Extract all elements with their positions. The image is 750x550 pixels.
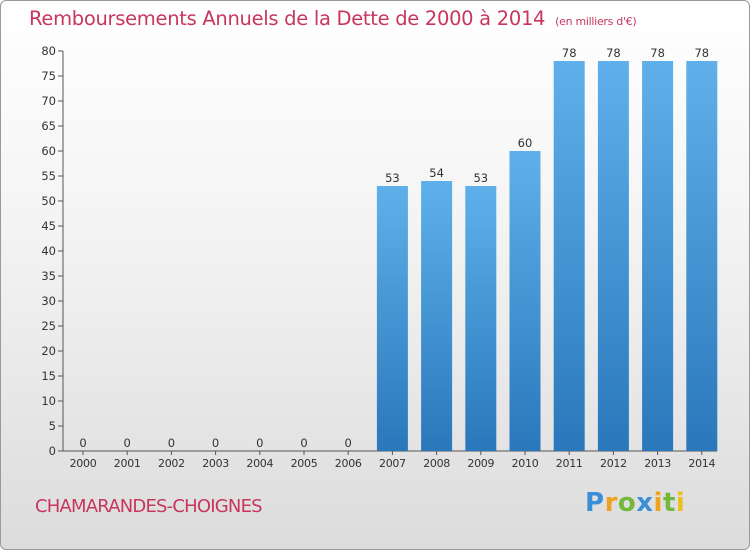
bar-value-label: 54 xyxy=(429,166,444,180)
commune-name: CHAMARANDES-CHOIGNES xyxy=(35,496,263,517)
y-tick-label: 40 xyxy=(41,244,56,258)
logo-letter-p: P xyxy=(585,488,605,518)
y-tick-label: 35 xyxy=(41,269,56,283)
bar xyxy=(421,181,453,451)
y-tick-label: 10 xyxy=(41,394,56,408)
x-tick-label: 2014 xyxy=(688,457,715,470)
chart-bars xyxy=(376,61,718,451)
y-tick-label: 60 xyxy=(41,144,56,158)
proxiti-logo[interactable]: Proxiti xyxy=(585,488,685,518)
logo-letter-o: o xyxy=(617,488,637,518)
bar-value-label: 0 xyxy=(300,436,307,450)
y-tick-label: 65 xyxy=(41,119,56,133)
bar xyxy=(642,61,674,451)
bar-value-label: 0 xyxy=(256,436,263,450)
chart-title-text: Remboursements Annuels de la Dette de 20… xyxy=(29,7,546,30)
chart-subtitle: (en milliers d'€) xyxy=(555,15,637,28)
y-tick-label: 55 xyxy=(41,169,56,183)
bar-value-label: 53 xyxy=(473,171,488,185)
bar-value-label: 0 xyxy=(168,436,175,450)
bar-value-label: 0 xyxy=(345,436,352,450)
logo-letter-r: r xyxy=(604,488,618,518)
bar-value-label: 78 xyxy=(694,46,709,60)
x-tick-label: 2012 xyxy=(600,457,627,470)
x-tick-label: 2011 xyxy=(556,457,583,470)
x-tick-label: 2010 xyxy=(512,457,539,470)
bar-value-label: 78 xyxy=(606,46,621,60)
y-tick-label: 80 xyxy=(41,44,56,58)
logo-letter-i: i xyxy=(653,488,663,518)
x-tick-label: 2003 xyxy=(202,457,229,470)
y-tick-label: 15 xyxy=(41,369,56,383)
x-tick-label: 2002 xyxy=(158,457,185,470)
y-tick-label: 30 xyxy=(41,294,56,308)
bar xyxy=(553,61,585,451)
bar-value-label: 78 xyxy=(562,46,577,60)
bar-value-label: 78 xyxy=(650,46,665,60)
x-tick-label: 2005 xyxy=(291,457,318,470)
logo-letter-t: t xyxy=(662,488,676,518)
x-tick-label: 2004 xyxy=(246,457,273,470)
bar xyxy=(597,61,629,451)
y-tick-label: 50 xyxy=(41,194,56,208)
x-tick-label: 2000 xyxy=(70,457,97,470)
x-tick-label: 2001 xyxy=(114,457,141,470)
bar-value-label: 0 xyxy=(124,436,131,450)
x-tick-label: 2009 xyxy=(467,457,494,470)
chart-title: Remboursements Annuels de la Dette de 20… xyxy=(29,7,637,30)
y-tick-label: 5 xyxy=(49,419,56,433)
y-tick-label: 20 xyxy=(41,344,56,358)
bar-value-label: 53 xyxy=(385,171,400,185)
bar-value-label: 60 xyxy=(518,136,533,150)
logo-letter-i-2: i xyxy=(675,488,686,518)
bar xyxy=(686,61,718,451)
x-tick-label: 2008 xyxy=(423,457,450,470)
y-tick-label: 45 xyxy=(41,219,56,233)
logo-letter-x: x xyxy=(636,488,654,518)
bar-value-label: 0 xyxy=(212,436,219,450)
x-tick-label: 2007 xyxy=(379,457,406,470)
x-tick-label: 2006 xyxy=(335,457,362,470)
y-tick-label: 70 xyxy=(41,94,56,108)
bar xyxy=(509,151,541,451)
bar xyxy=(465,186,497,451)
y-tick-label: 25 xyxy=(41,319,56,333)
x-tick-label: 2013 xyxy=(644,457,671,470)
bar-value-label: 0 xyxy=(79,436,86,450)
chart-labels: 0 0 0 0 0 0 0 53 54 53 60 78 78 78 78 xyxy=(79,46,709,450)
bar xyxy=(376,186,408,451)
y-tick-label: 0 xyxy=(49,444,56,458)
y-tick-label: 75 xyxy=(41,69,56,83)
